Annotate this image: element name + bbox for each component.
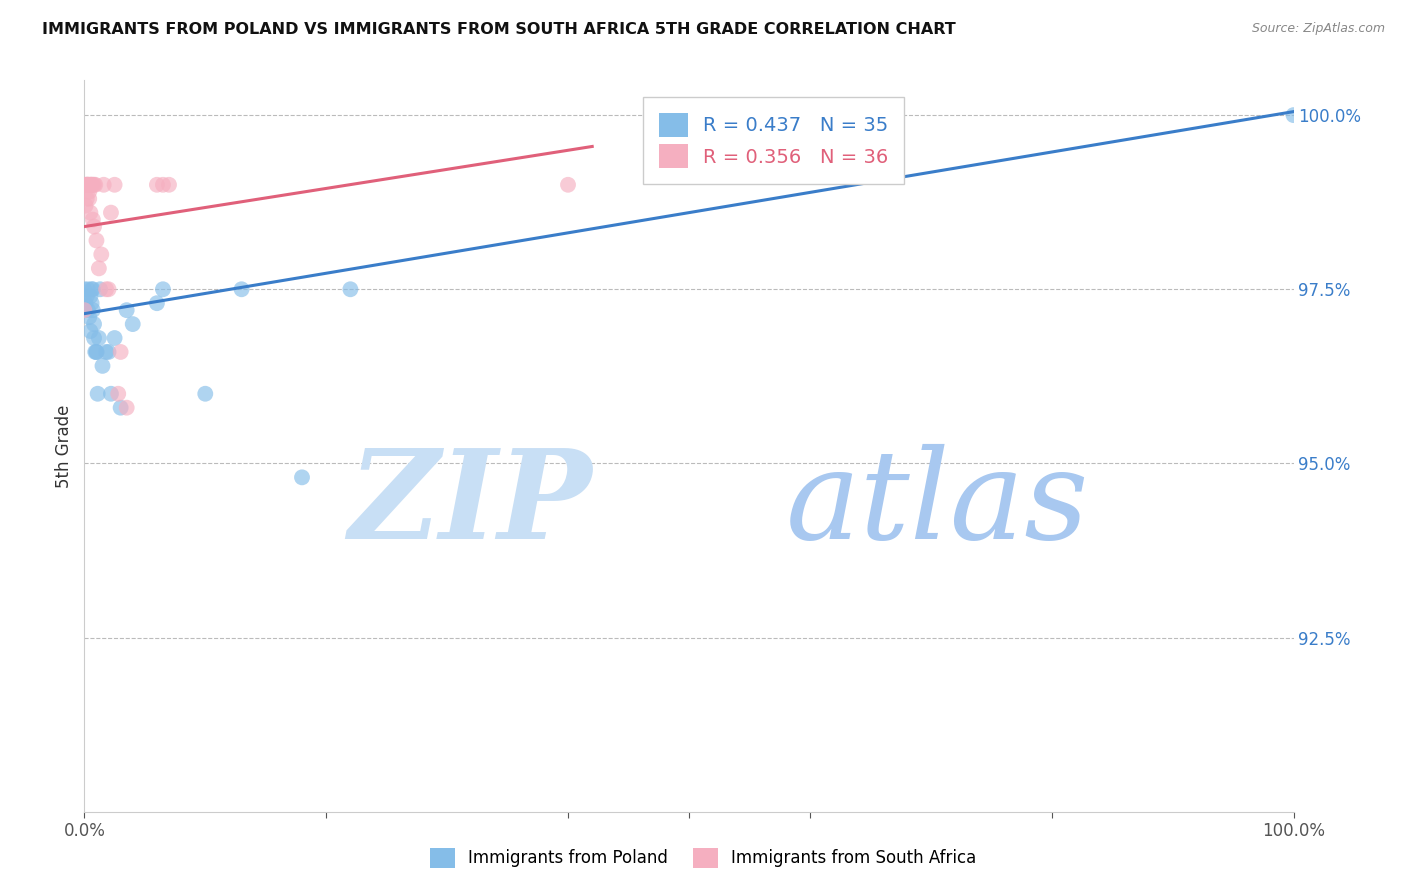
Point xyxy=(86,234,108,248)
Point xyxy=(86,345,108,359)
Point xyxy=(76,192,98,206)
Point xyxy=(76,178,98,192)
Point xyxy=(75,199,97,213)
Point xyxy=(84,345,107,359)
Point xyxy=(110,345,132,359)
Point xyxy=(110,401,132,415)
Point xyxy=(75,296,97,310)
Point xyxy=(152,178,174,192)
Text: ZIP: ZIP xyxy=(349,443,592,566)
Point xyxy=(75,178,97,192)
Point xyxy=(80,178,103,192)
Point xyxy=(73,282,96,296)
Point xyxy=(152,282,174,296)
Point xyxy=(115,401,138,415)
Point xyxy=(115,303,138,318)
Point xyxy=(83,331,105,345)
Point xyxy=(557,178,579,192)
Point xyxy=(80,296,103,310)
Text: IMMIGRANTS FROM POLAND VS IMMIGRANTS FROM SOUTH AFRICA 5TH GRADE CORRELATION CHA: IMMIGRANTS FROM POLAND VS IMMIGRANTS FRO… xyxy=(42,22,956,37)
Point xyxy=(146,296,169,310)
Point xyxy=(100,386,122,401)
Point xyxy=(83,178,105,192)
Point xyxy=(79,178,101,192)
Point xyxy=(83,219,105,234)
Point xyxy=(82,212,104,227)
Point xyxy=(104,178,127,192)
Point xyxy=(77,310,100,325)
Point xyxy=(80,282,103,296)
Legend: R = 0.437   N = 35, R = 0.356   N = 36: R = 0.437 N = 35, R = 0.356 N = 36 xyxy=(643,97,904,184)
Point xyxy=(93,178,115,192)
Point xyxy=(73,303,96,318)
Point xyxy=(107,386,129,401)
Point xyxy=(80,178,103,192)
Point xyxy=(94,282,117,296)
Point xyxy=(87,331,110,345)
Y-axis label: 5th Grade: 5th Grade xyxy=(55,404,73,488)
Point xyxy=(146,178,169,192)
Point xyxy=(97,345,120,359)
Point xyxy=(121,317,143,331)
Point xyxy=(77,178,100,192)
Point xyxy=(94,345,117,359)
Point xyxy=(83,317,105,331)
Point xyxy=(86,386,108,401)
Point xyxy=(79,289,101,303)
Point xyxy=(82,282,104,296)
Point xyxy=(77,178,100,192)
Point xyxy=(77,303,100,318)
Point xyxy=(76,178,98,192)
Point xyxy=(291,470,314,484)
Point xyxy=(82,303,104,318)
Point xyxy=(86,345,108,359)
Point xyxy=(194,386,217,401)
Point xyxy=(231,282,253,296)
Point xyxy=(79,324,101,338)
Point xyxy=(87,261,110,276)
Legend: Immigrants from Poland, Immigrants from South Africa: Immigrants from Poland, Immigrants from … xyxy=(423,841,983,875)
Point xyxy=(79,178,101,192)
Point xyxy=(79,205,101,219)
Point xyxy=(90,247,112,261)
Point xyxy=(76,289,98,303)
Point xyxy=(77,192,100,206)
Point xyxy=(157,178,180,192)
Point xyxy=(100,205,122,219)
Point xyxy=(1282,108,1305,122)
Point xyxy=(77,178,100,192)
Point xyxy=(82,178,104,192)
Point xyxy=(84,178,107,192)
Point xyxy=(104,331,127,345)
Point xyxy=(97,282,120,296)
Point xyxy=(339,282,361,296)
Point xyxy=(77,185,100,199)
Point xyxy=(91,359,114,373)
Point xyxy=(89,282,111,296)
Point xyxy=(77,282,100,296)
Text: atlas: atlas xyxy=(786,443,1090,566)
Text: Source: ZipAtlas.com: Source: ZipAtlas.com xyxy=(1251,22,1385,36)
